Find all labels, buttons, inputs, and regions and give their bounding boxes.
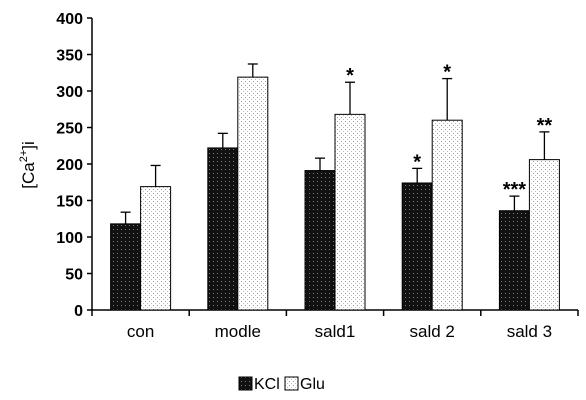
bar-kcl [498, 210, 530, 311]
y-tick-label: 350 [56, 48, 83, 65]
y-tick-label: 200 [56, 157, 83, 174]
y-tick-label: 0 [74, 303, 83, 320]
bar-kcl [207, 147, 239, 311]
bar-glu [140, 186, 172, 311]
legend-swatch-kcl [238, 376, 253, 391]
axes [87, 17, 579, 316]
bar-glu [528, 159, 560, 311]
x-tick-label: con [127, 322, 154, 341]
y-tick-label: 150 [56, 194, 83, 211]
significance-mark: ** [537, 115, 553, 137]
y-tick-label: 400 [56, 11, 83, 28]
y-tick-label: 100 [56, 230, 83, 247]
legend: KCl Glu [238, 376, 325, 393]
bar-glu [334, 113, 366, 311]
significance-mark: * [443, 62, 451, 84]
y-tick-label: 50 [65, 267, 83, 284]
y-axis-label: [Ca2+]i [18, 141, 38, 189]
x-tick-label: sald 2 [410, 322, 455, 341]
bars [110, 63, 560, 311]
significance-mark: *** [503, 179, 527, 201]
labels: 0 50 100 150 200 250 300 350 400 con modle sald1 sal… [56, 11, 552, 341]
x-tick-label: modle [215, 322, 261, 341]
legend-swatch-glu [284, 376, 299, 391]
legend-label-glu: Glu [300, 376, 325, 393]
bar-kcl [401, 182, 433, 311]
significance-mark: * [413, 151, 421, 173]
bar-kcl [304, 170, 336, 311]
significance-mark: * [346, 65, 354, 87]
bar-glu [431, 119, 463, 311]
y-tick-label: 250 [56, 121, 83, 138]
bar-glu [237, 76, 269, 311]
x-tick-label: sald 3 [507, 322, 552, 341]
x-tick-label: sald1 [315, 322, 356, 341]
bar-kcl [110, 223, 142, 311]
y-tick-label: 300 [56, 84, 83, 101]
legend-label-kcl: KCl [254, 376, 280, 393]
